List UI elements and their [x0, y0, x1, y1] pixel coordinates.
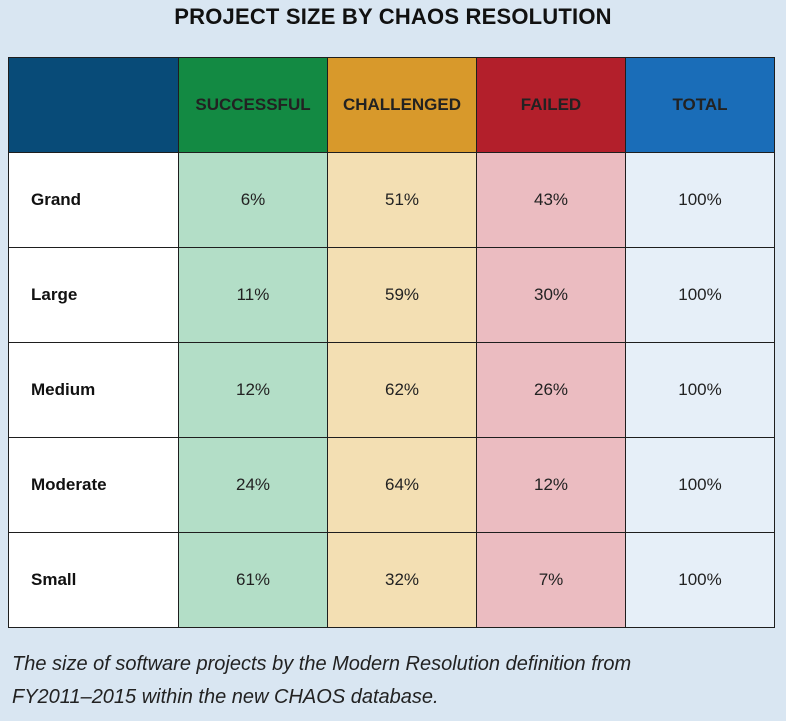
table-row: Large 11% 59% 30% 100%: [8, 247, 775, 343]
table-row: Grand 6% 51% 43% 100%: [8, 152, 775, 248]
table-cell: 11%: [178, 247, 328, 343]
table-cell: 59%: [327, 247, 477, 343]
header-challenged: CHALLENGED: [327, 57, 477, 153]
row-label: Medium: [8, 342, 179, 438]
row-label: Grand: [8, 152, 179, 248]
header-total: TOTAL: [625, 57, 775, 153]
header-successful: SUCCESSFUL: [178, 57, 328, 153]
corner-cell: [8, 57, 179, 153]
table-cell: 100%: [625, 342, 775, 438]
table-cell: 43%: [476, 152, 626, 248]
table-cell: 12%: [178, 342, 328, 438]
row-label: Moderate: [8, 437, 179, 533]
table-cell: 12%: [476, 437, 626, 533]
table-cell: 32%: [327, 532, 477, 628]
caption-line-2: FY2011–2015 within the new CHAOS databas…: [12, 686, 439, 708]
table-cell: 30%: [476, 247, 626, 343]
table-cell: 100%: [625, 152, 775, 248]
row-label: Large: [8, 247, 179, 343]
figure-caption: The size of software projects by the Mod…: [12, 648, 778, 714]
table-cell: 64%: [327, 437, 477, 533]
table-body: Grand 6% 51% 43% 100% Large 11% 59% 30% 100% Mediu…: [8, 152, 775, 628]
table-cell: 24%: [178, 437, 328, 533]
caption-line-1: The size of software projects by the Mod…: [12, 653, 632, 675]
table-row: Small 61% 32% 7% 100%: [8, 532, 775, 628]
table-cell: 62%: [327, 342, 477, 438]
table-cell: 7%: [476, 532, 626, 628]
table-row: Medium 12% 62% 26% 100%: [8, 342, 775, 438]
table-cell: 100%: [625, 437, 775, 533]
table-title: PROJECT SIZE BY CHAOS RESOLUTION: [174, 4, 612, 29]
table-cell: 51%: [327, 152, 477, 248]
header-failed: FAILED: [476, 57, 626, 153]
table-cell: 100%: [625, 532, 775, 628]
table-row: Moderate 24% 64% 12% 100%: [8, 437, 775, 533]
table-cell: 6%: [178, 152, 328, 248]
table-cell: 26%: [476, 342, 626, 438]
table-cell: 61%: [178, 532, 328, 628]
table-cell: 100%: [625, 247, 775, 343]
header-row: SUCCESSFUL CHALLENGED FAILED TOTAL: [8, 57, 775, 153]
row-label: Small: [8, 532, 179, 628]
chaos-resolution-table: SUCCESSFUL CHALLENGED FAILED TOTAL Grand…: [8, 57, 775, 628]
